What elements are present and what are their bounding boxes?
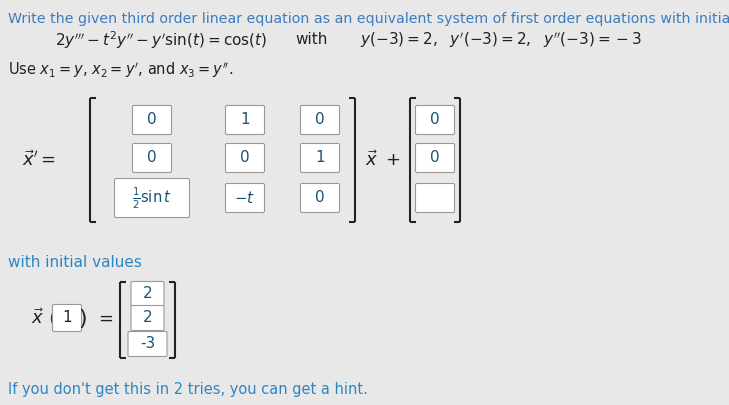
FancyBboxPatch shape	[300, 105, 340, 134]
FancyBboxPatch shape	[416, 105, 454, 134]
FancyBboxPatch shape	[300, 183, 340, 213]
Text: 0: 0	[430, 151, 440, 166]
Text: 1: 1	[62, 311, 72, 326]
Text: $($: $($	[47, 307, 56, 330]
Text: $y(-3) = 2,\ \ y'(-3) = 2,\ \ y''(-3) = -3$: $y(-3) = 2,\ \ y'(-3) = 2,\ \ y''(-3) = …	[360, 30, 642, 50]
Text: 0: 0	[430, 113, 440, 128]
FancyBboxPatch shape	[225, 143, 265, 173]
Text: $2y''' - t^2y'' - y'\sin(t) = \cos(t)$: $2y''' - t^2y'' - y'\sin(t) = \cos(t)$	[55, 29, 268, 51]
FancyBboxPatch shape	[225, 105, 265, 134]
FancyBboxPatch shape	[225, 183, 265, 213]
Text: $\vec{x}$: $\vec{x}$	[31, 308, 44, 328]
Text: 2: 2	[143, 286, 152, 301]
FancyBboxPatch shape	[300, 143, 340, 173]
Text: If you don't get this in 2 tries, you can get a hint.: If you don't get this in 2 tries, you ca…	[8, 382, 368, 397]
Text: Use $x_1 = y$, $x_2 = y'$, and $x_3 = y''$.: Use $x_1 = y$, $x_2 = y'$, and $x_3 = y'…	[8, 60, 233, 80]
FancyBboxPatch shape	[133, 143, 171, 173]
Text: $-t$: $-t$	[235, 190, 256, 206]
Text: $\vec{x}\ +$: $\vec{x}\ +$	[365, 150, 401, 170]
FancyBboxPatch shape	[131, 305, 164, 330]
Text: $\frac{1}{2}\sin t$: $\frac{1}{2}\sin t$	[132, 185, 172, 211]
Text: with initial values: with initial values	[8, 255, 142, 270]
Text: 0: 0	[147, 113, 157, 128]
Text: Write the given third order linear equation as an equivalent system of first ord: Write the given third order linear equat…	[8, 12, 729, 26]
FancyBboxPatch shape	[128, 332, 167, 356]
FancyBboxPatch shape	[114, 179, 190, 217]
Text: 1: 1	[315, 151, 325, 166]
Text: 2: 2	[143, 311, 152, 326]
FancyBboxPatch shape	[416, 143, 454, 173]
Text: 0: 0	[315, 113, 325, 128]
FancyBboxPatch shape	[416, 183, 454, 213]
Text: 1: 1	[240, 113, 250, 128]
Text: $\vec{x}' =$: $\vec{x}' =$	[22, 150, 56, 170]
Text: $=$: $=$	[95, 309, 114, 327]
FancyBboxPatch shape	[52, 305, 82, 332]
Text: 0: 0	[240, 151, 250, 166]
Text: with: with	[295, 32, 327, 47]
Text: -3: -3	[140, 337, 155, 352]
Text: 0: 0	[315, 190, 325, 205]
FancyBboxPatch shape	[133, 105, 171, 134]
Text: 0: 0	[147, 151, 157, 166]
FancyBboxPatch shape	[131, 281, 164, 307]
Text: $)$: $)$	[77, 307, 86, 330]
